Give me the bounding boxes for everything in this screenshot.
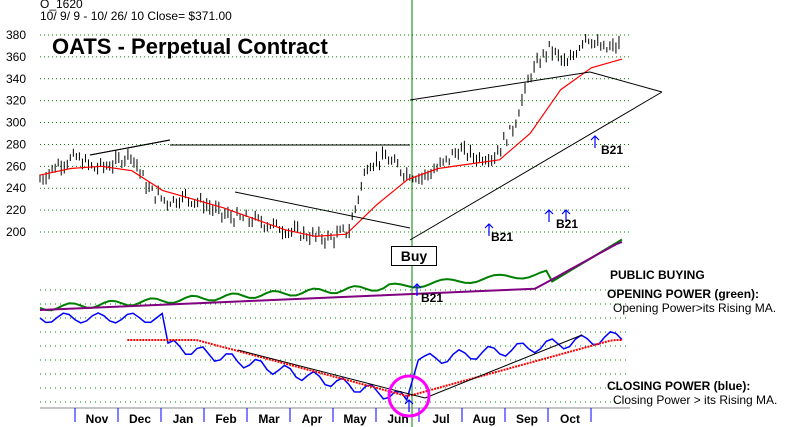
x-tick-label: May [343, 412, 367, 426]
trend-lines [89, 71, 663, 241]
signal-arrow-icon [561, 209, 571, 222]
x-axis: Nov Dec Jan Feb Mar Apr May Jun Jul Aug Sep Oct [40, 407, 630, 426]
x-tick-label: Oct [560, 412, 580, 426]
closing-power-desc: Closing Power > its Rising MA. [613, 393, 778, 407]
trend-line [589, 71, 663, 93]
y-tick-label: 260 [6, 159, 26, 173]
y-tick-label: 380 [6, 28, 26, 42]
opening-power-title: OPENING POWER (green): [607, 287, 760, 301]
signal-arrow-icon [484, 223, 494, 236]
opening-power-ma-line [39, 241, 623, 311]
x-tick-label: Jan [173, 412, 194, 426]
trend-line [409, 91, 663, 241]
closing-power-trend-line [237, 349, 426, 399]
x-tick-label: Aug [472, 412, 495, 426]
closing-power-line [39, 312, 623, 402]
y-tick-label: 360 [6, 50, 26, 64]
y-tick-label: 240 [6, 181, 26, 195]
y-tick-label: 200 [6, 225, 26, 239]
y-tick-label: 220 [6, 203, 26, 217]
x-tick-label: Dec [129, 412, 151, 426]
moving-average-line [39, 58, 623, 238]
signal-b21-label-3: B21 [601, 143, 624, 157]
closing-power-trend-line [424, 334, 583, 399]
buy-marker: Buy [391, 246, 437, 266]
signal-b21-label-4: B21 [421, 291, 444, 305]
x-tick-label: Apr [302, 412, 323, 426]
signal-arrow-icon [544, 209, 554, 222]
opening-power-line [39, 238, 623, 312]
x-tick-label: Sep [516, 412, 538, 426]
x-tick-label: Feb [215, 412, 236, 426]
signal-arrow-icon [590, 135, 600, 148]
grid-lines [40, 0, 630, 427]
y-tick-label: 300 [6, 116, 26, 130]
indicator-lines [39, 238, 623, 402]
x-tick-label: Jul [432, 412, 449, 426]
y-tick-label: 340 [6, 72, 26, 86]
trend-line [234, 191, 411, 229]
y-tick-label: 320 [6, 94, 26, 108]
x-tick-label: Mar [258, 412, 280, 426]
signal-b21-label-1: B21 [491, 230, 514, 244]
signal-markers [387, 135, 600, 418]
range-close-label: 10/ 9/ 9 - 10/ 26/ 10 Close= $371.00 [40, 9, 232, 23]
symbol-label: O_1620 [40, 0, 83, 11]
opening-power-desc: Opening Power>its Rising MA. [613, 301, 777, 315]
chart-title: OATS - Perpetual Contract [52, 34, 328, 59]
closing-power-ma-line [127, 339, 622, 397]
trend-line [409, 71, 591, 101]
public-buying-label: PUBLIC BUYING [610, 268, 705, 282]
signal-arrow-icon [404, 399, 414, 412]
signal-b21-label-2: B21 [556, 217, 579, 231]
price-bars [39, 33, 623, 249]
x-tick-label: Nov [86, 412, 109, 426]
closing-power-title: CLOSING POWER (blue): [607, 379, 751, 393]
signal-arrow-icon [412, 283, 422, 296]
buy-circle [387, 374, 431, 418]
trend-line [89, 139, 171, 156]
y-axis: 200 220 240 260 280 300 320 340 360 380 [6, 28, 26, 239]
y-tick-label: 280 [6, 137, 26, 151]
